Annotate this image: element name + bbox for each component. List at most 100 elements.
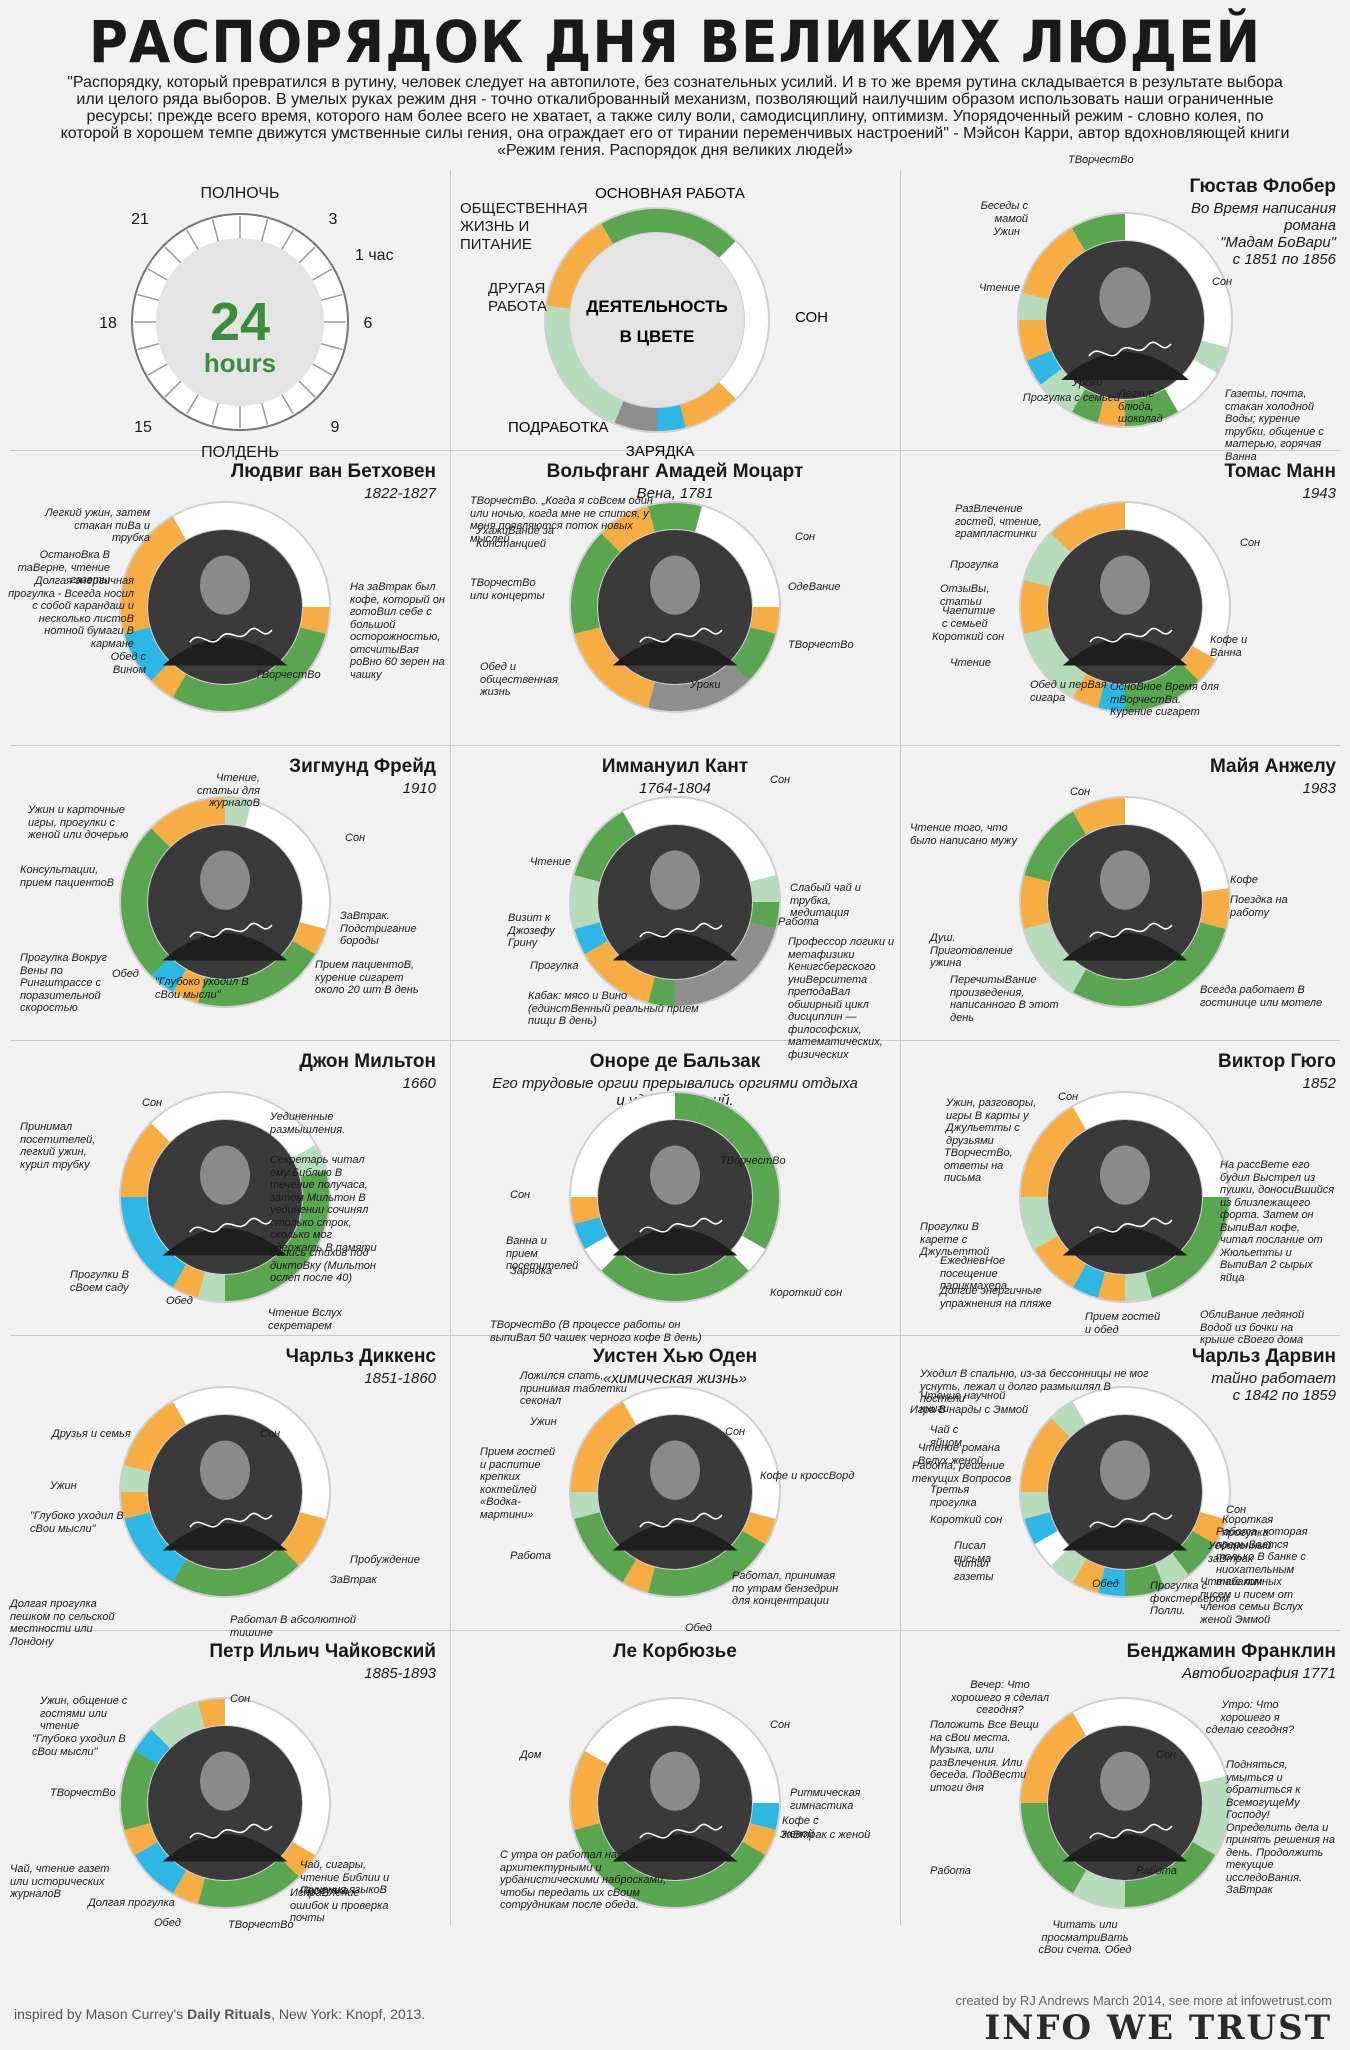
schedule-ring [1019,1697,1231,1909]
activity-note: Работа [1136,1865,1177,1877]
label-hour: 1 час [355,247,394,264]
portrait-body [162,1834,288,1862]
clock-unit: hours [204,348,276,378]
ring-segment-work [198,1858,299,1907]
ring-segment-social [151,662,186,698]
activity-note: Дом [520,1749,542,1761]
person-subtitle: Его трудовые оргии прерывались оргиями о… [492,1075,858,1092]
ring-segment-exercise [134,1729,170,1764]
ring-segment-work [225,1217,326,1301]
activity-note: Прием пациентоВ, курение сигарет около 2… [315,959,419,996]
credit-line: created by RJ Andrews March 2014, see mo… [955,1993,1332,2008]
ring-segment-social [1019,320,1052,361]
activity-note: Обед [112,968,139,980]
ring-segment-social [124,1401,186,1472]
activity-note: Третья прогулка [930,1484,977,1509]
activity-note: Ужин [530,1416,557,1428]
person-cell: Оноре де Бальзак Его трудовые оргии преры… [450,1045,900,1344]
ring-segment-sleep [245,801,329,929]
person-cell: Майя Анжелу 1983 Сон Чтение того, что было … [900,750,1350,1045]
activity-note: Легкие блюда, шоколад [1118,388,1163,425]
activity-note: Ужин, общение с гостями или чтение [40,1695,128,1732]
person-name: Иммануил Кант [601,756,749,777]
signature-mark [189,922,273,938]
legend-segment-other [546,305,624,423]
activity-note: Душ. Приготовление ужина [930,932,1013,969]
legend-center [570,233,744,407]
ring-segment-social [1022,228,1085,300]
ring-segment-work [300,1170,329,1224]
activity-note: Обед с Вином [110,651,146,676]
activity-note: Чтение научной книги [920,1390,1006,1415]
person-name: Вольфганг Амадей Моцарт [546,461,804,482]
legend-sleep: СОН [795,309,828,326]
signature-mark [1089,1823,1173,1839]
activity-note: Обед и перВая сигара [1030,679,1107,704]
person-subtitle: с 1851 по 1856 [1232,251,1336,268]
activity-note: ЗаВтрак. Подстригание бороды [340,910,417,947]
activity-note: Чтение романа Вслух женой [918,1442,1001,1467]
schedule-ring [1019,501,1231,713]
ring-segment-sleep [151,1093,225,1142]
signature-mark [1089,1217,1173,1233]
activity-note: Чтение [950,657,991,669]
activity-note: Долгая прогулка пешком по сельской местн… [10,1598,115,1648]
ring-segment-social [1073,798,1125,835]
ring-segment-other [1125,1272,1152,1301]
activity-note: ТВорчестВо [255,669,321,681]
activity-note: Кофе [1230,874,1259,886]
activity-note: Запись стихов под диктоВку (Мильтон осле… [270,1247,376,1284]
ring-segment-work [1072,389,1105,423]
portrait-face [650,1145,700,1205]
signature-mark [1089,627,1173,643]
activity-note: Друзья и семья [52,1428,131,1440]
portrait-face [200,1751,250,1811]
portrait-body [612,933,738,961]
hour-tick [310,362,333,376]
signature-mark [189,1512,273,1528]
legend-segment-work [601,209,657,244]
activity-note: Ложился спать, принимая таблетки секонал [520,1370,627,1407]
ring-segment-work [675,503,702,532]
activity-note: Работал В абсолютной тишине [230,1614,357,1639]
activity-note: Короткий сон [932,631,1005,643]
activity-note: ТВорчестВо [720,1155,786,1167]
ring-segment-social [121,1145,158,1197]
portrait-face [200,1440,250,1500]
ring-segment-other [151,1702,205,1748]
person-cell: Ле Корбюзье Сон Дом Ритмическая гимнастика К… [450,1635,900,1965]
activity-note: Долгая прогулка [88,1897,175,1909]
activity-note: Прием гостей и распитие крепких коктейле… [480,1446,556,1521]
activity-note: Сон [1156,1749,1177,1761]
activity-note: Обед и общественная жизнь [480,661,559,698]
ring-segment-other [1021,1492,1050,1519]
portrait-body [1062,638,1188,666]
schedule-ring [1019,1386,1231,1598]
ring-segment-work [601,1252,749,1301]
row-divider [10,745,1340,746]
person-name: Томас Манн [1224,461,1336,482]
person-name: Людвиг ван Бетховен [230,461,436,482]
schedule-ring [119,1697,331,1909]
ring-segment-social [1200,902,1229,929]
activity-note: Короткий сон [930,1514,1003,1526]
portrait-face [1100,1145,1150,1205]
activity-note: Короткий сон [770,1287,843,1299]
signature-mark [639,627,723,643]
activity-note: Чтение личных писем и писем от членов се… [1200,1576,1303,1626]
person-name: Зигмунд Фрейд [289,756,436,777]
ring-segment-social [173,798,225,835]
signature-mark [639,1217,723,1233]
brand-logo: INFO WE TRUST [984,2008,1332,2048]
ring-segment-work [1024,811,1086,882]
ring-segment-sleep [1073,1093,1125,1130]
hour-tick [297,246,316,265]
activity-note: ОтзыВы, статьи [940,583,990,608]
portrait-body [612,1523,738,1551]
legend-other: ДРУГАЯ РАБОТА [488,280,548,315]
person-cell: Иммануил Кант 1764-1804 Сон Чтение Слабый ча… [450,750,900,1061]
ring-segment-exercise [1073,1264,1105,1298]
activity-note: Сон [1058,1091,1079,1103]
person-subtitle: тайно работает [1211,1370,1336,1387]
ring-segment-exercise [1024,1512,1058,1544]
